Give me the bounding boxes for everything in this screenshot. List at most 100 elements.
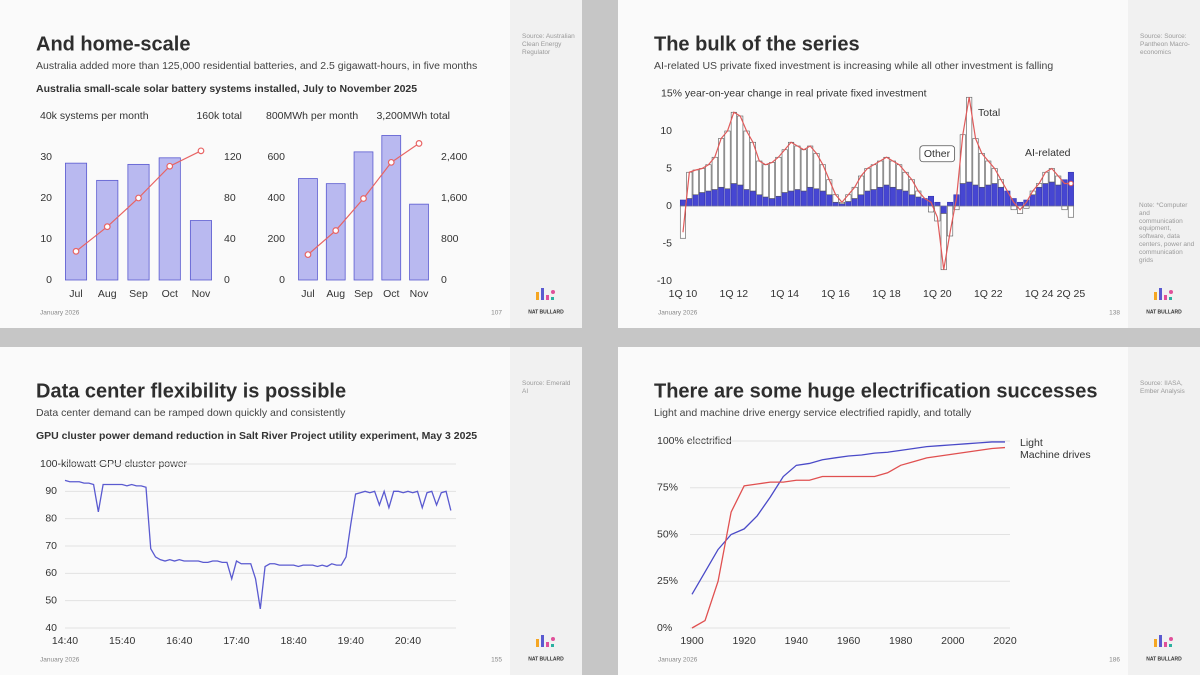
note-text: Note: *Computer and communication equipm… [1139, 202, 1195, 264]
legend-label: Light [1020, 437, 1043, 449]
x-tick-label: 1940 [785, 635, 809, 647]
bar [724, 188, 731, 207]
bar [845, 201, 852, 207]
bar [1036, 186, 1043, 207]
bar [158, 157, 181, 281]
logo-bar [546, 642, 549, 647]
label-box [919, 145, 956, 163]
brand: NAT BULLARD [1146, 656, 1182, 662]
bar [819, 190, 826, 207]
line [691, 441, 1005, 595]
bar [64, 162, 88, 281]
bar [705, 190, 712, 207]
line-marker [387, 158, 395, 166]
logo-dot [1169, 290, 1173, 294]
y-tick-label: 80 [45, 512, 57, 524]
y-tick-label: 50% [657, 528, 678, 540]
line-marker [103, 223, 111, 231]
logo-dot [551, 637, 555, 641]
source: Source: Australian Clean Energy Regulato… [522, 33, 575, 56]
bar [864, 168, 871, 192]
bar [718, 186, 725, 207]
bar [972, 184, 979, 207]
bar [813, 153, 820, 190]
series-label: Other [924, 148, 951, 160]
date: January 2026 [658, 657, 698, 664]
y-tick-label: 400 [267, 192, 285, 204]
bar [889, 160, 896, 188]
y-tick-label: -10 [657, 275, 672, 287]
bar [826, 194, 833, 207]
bar [743, 130, 750, 190]
bar [788, 190, 795, 207]
slide-title: There are some huge electrification succ… [654, 380, 1098, 402]
brand: NAT BULLARD [1146, 309, 1182, 315]
bar [737, 115, 744, 186]
bar [826, 179, 833, 196]
bar [940, 205, 947, 214]
y-tick-label: 0 [279, 274, 285, 286]
x-tick-label: Sep [354, 288, 373, 300]
line-marker [360, 195, 367, 202]
bar [737, 184, 744, 207]
bar [794, 145, 801, 190]
bar [705, 164, 712, 192]
slide-title: And home-scale [36, 33, 190, 55]
legend-label: Machine drives [1020, 449, 1091, 461]
bar [775, 195, 782, 207]
bar [959, 183, 966, 207]
bar [724, 130, 731, 190]
y-tick-label: 40 [224, 233, 236, 245]
bar [756, 194, 763, 207]
bar [788, 141, 795, 192]
bar [915, 196, 922, 207]
bar [711, 189, 718, 207]
x-tick-label: 1Q 10 [669, 288, 698, 300]
bar [730, 183, 737, 207]
bar [711, 156, 718, 190]
bar [978, 186, 985, 207]
logo-bar [1169, 644, 1172, 647]
bar [692, 194, 699, 207]
y-tick-label: 120 [224, 151, 242, 163]
page-number: 186 [1109, 657, 1120, 664]
bar [858, 194, 865, 207]
bar [813, 188, 820, 207]
sidebar [1128, 347, 1200, 675]
bar [947, 201, 954, 207]
y-tick-label: 800 [441, 233, 459, 245]
x-tick-label: 1Q 22 [974, 288, 1003, 300]
bar [800, 190, 807, 207]
slide [0, 347, 582, 675]
y-tick-label: 40 [45, 622, 57, 634]
x-tick-label: Nov [192, 288, 211, 300]
bar [1055, 184, 1062, 207]
bar [972, 138, 979, 186]
chart-heading: Australia small-scale solar battery syst… [36, 83, 417, 95]
y-tick-label: 50 [45, 594, 57, 606]
bar [679, 199, 686, 207]
source: Source: Source: Pantheon Macro-economics [1140, 33, 1190, 56]
y-tick-label: 10 [40, 233, 52, 245]
bar [985, 160, 992, 186]
bar [1042, 171, 1049, 184]
logo-bar [541, 635, 544, 647]
y-tick-label: 75% [657, 482, 678, 494]
y-tick-label: 600 [267, 151, 285, 163]
source-text: Source: Emerald AI [522, 380, 571, 395]
date: January 2026 [40, 657, 80, 664]
date: January 2026 [40, 310, 80, 317]
bar [686, 198, 693, 207]
bar [730, 111, 737, 184]
slide-subtitle: Data center demand can be ramped down qu… [36, 407, 346, 419]
source-text: Source: Australian Clean Energy Regulato… [522, 33, 575, 56]
x-tick-label: Jul [301, 288, 314, 300]
x-tick-label: Aug [98, 288, 117, 300]
line-marker [304, 251, 312, 259]
bar [298, 178, 318, 281]
slide-title: Data center flexibility is possible [36, 380, 346, 402]
y-tick-label: 2,400 [441, 151, 467, 163]
x-tick-label: 14:40 [52, 635, 78, 647]
bar [749, 190, 756, 207]
